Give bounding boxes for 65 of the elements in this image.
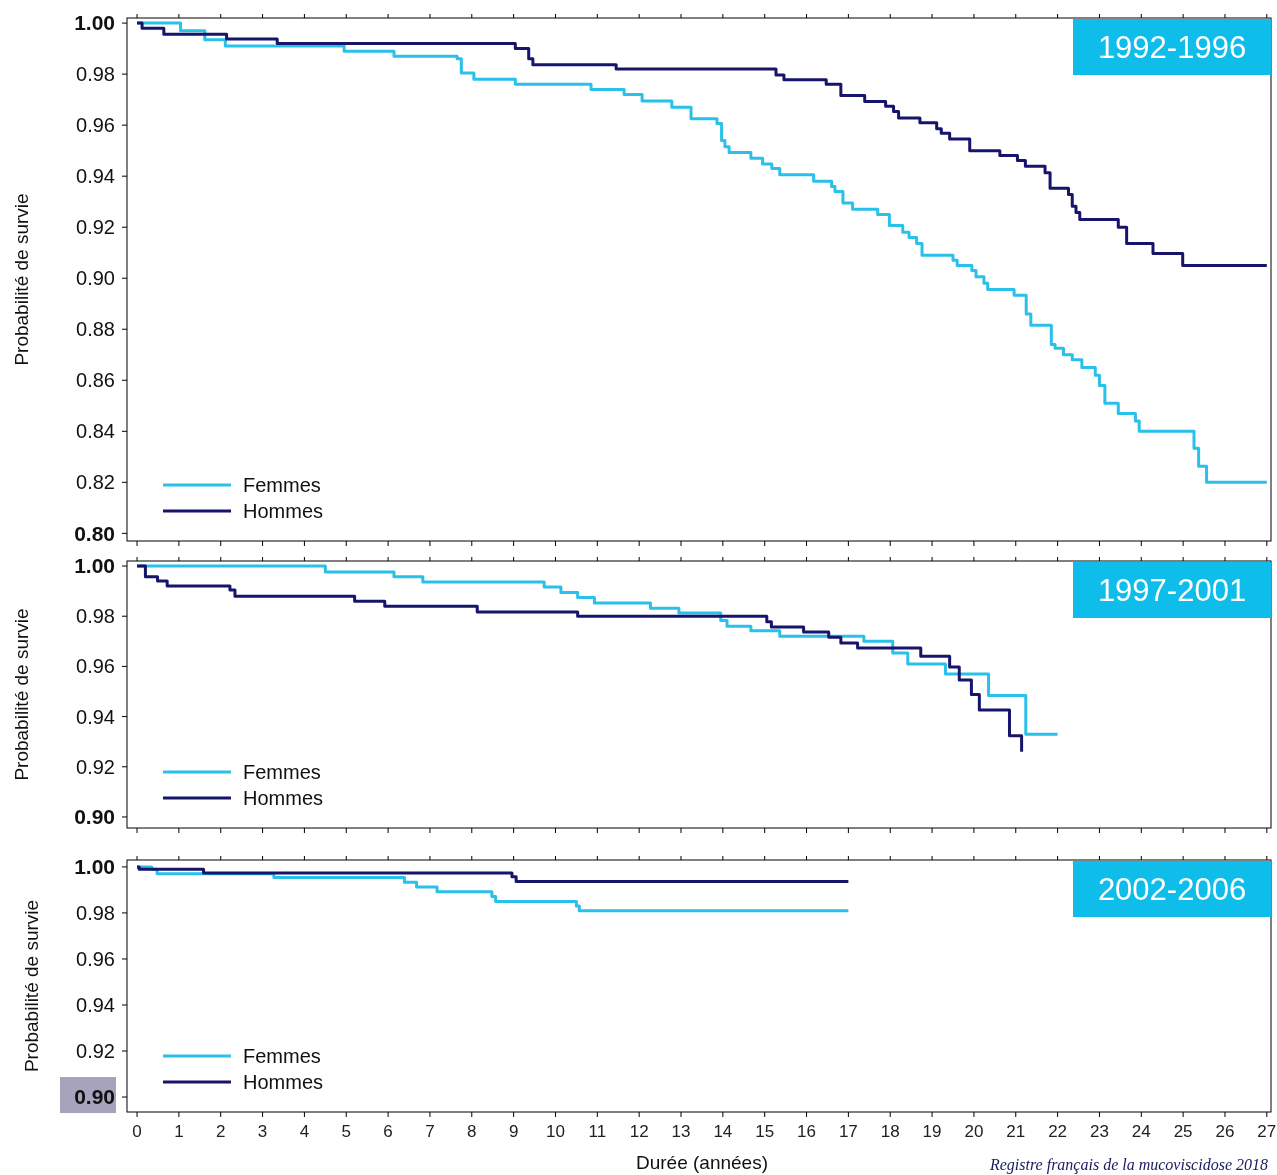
x-axis-title: Durée (années)	[635, 1152, 769, 1173]
y-tick-label: 0.92	[76, 1040, 115, 1063]
y-tick-label: 0.80	[74, 521, 115, 545]
x-tick-label: 11	[588, 1122, 607, 1141]
y-tick-label: 0.84	[76, 420, 115, 443]
x-tick-label: 14	[713, 1122, 733, 1141]
x-tick-label: 9	[508, 1122, 519, 1141]
x-tick-label: 16	[797, 1122, 816, 1141]
legend-label: Femmes	[243, 761, 321, 783]
legend-label: Hommes	[243, 787, 324, 809]
x-tick-label: 4	[299, 1122, 310, 1141]
y-tick-label: 0.92	[76, 216, 115, 239]
legend-label: Hommes	[243, 1071, 324, 1093]
x-tick-label: 10	[546, 1122, 565, 1141]
y-tick-label: 0.92	[76, 755, 115, 778]
y-tick-label: 0.90	[74, 1085, 115, 1109]
y-tick-label: 0.98	[76, 605, 115, 628]
y-tick-label: 0.94	[76, 993, 115, 1016]
x-tick-label: 6	[383, 1122, 393, 1141]
chart-title: 1997-2001	[1097, 572, 1247, 608]
y-tick-label: 0.90	[76, 267, 115, 290]
x-tick-label: 25	[1173, 1122, 1193, 1141]
y-tick-label: 0.96	[76, 114, 115, 137]
y-tick-label: 0.94	[76, 705, 115, 728]
x-tick-label: 19	[922, 1122, 942, 1141]
x-tick-label: 1	[174, 1122, 184, 1141]
y-axis-title: Probabilité de survie	[11, 193, 32, 366]
y-axis-title: Probabilité de survie	[21, 899, 42, 1073]
y-tick-label: 0.96	[76, 655, 115, 678]
y-tick-label: 0.94	[76, 165, 115, 188]
x-tick-label: 13	[671, 1122, 691, 1141]
y-tick-label: 1.00	[74, 554, 115, 578]
x-tick-label: 2	[215, 1122, 226, 1141]
x-tick-label: 3	[257, 1122, 268, 1141]
x-tick-label: 27	[1257, 1122, 1277, 1141]
x-tick-label: 7	[425, 1122, 435, 1141]
y-tick-label: 0.98	[76, 63, 115, 86]
legend-label: Femmes	[243, 1045, 321, 1067]
x-tick-label: 12	[629, 1122, 649, 1141]
x-tick-label: 0	[132, 1122, 142, 1141]
text: Registre français de la mucoviscidose 2018	[988, 1156, 1268, 1174]
x-tick-label: 8	[467, 1122, 477, 1141]
y-tick-label: 0.96	[76, 947, 115, 970]
x-tick-label: 23	[1089, 1122, 1109, 1141]
x-tick-label: 21	[1006, 1122, 1026, 1141]
y-axis-title: Probabilité de survie	[11, 608, 32, 781]
x-tick-label: 17	[838, 1122, 858, 1141]
legend-label: Femmes	[243, 474, 321, 496]
y-tick-label: 0.88	[76, 318, 115, 341]
legend-label: Hommes	[243, 500, 324, 522]
x-tick-label: 15	[755, 1122, 775, 1141]
chart-title: 2002-2006	[1097, 871, 1247, 907]
x-tick-label: 26	[1215, 1122, 1235, 1141]
y-tick-label: 0.98	[76, 901, 115, 924]
y-tick-label: 1.00	[74, 855, 115, 879]
chart-title: 1992-1996	[1097, 29, 1247, 65]
x-tick-label: 5	[341, 1122, 351, 1141]
x-tick-label: 22	[1048, 1122, 1068, 1141]
y-tick-label: 0.86	[76, 369, 115, 392]
x-tick-label: 24	[1131, 1122, 1151, 1141]
x-tick-label: 18	[880, 1122, 900, 1141]
y-tick-label: 0.82	[76, 471, 115, 494]
x-tick-label: 20	[964, 1122, 984, 1141]
y-tick-label: 1.00	[74, 11, 115, 35]
y-tick-label: 0.90	[74, 805, 115, 829]
